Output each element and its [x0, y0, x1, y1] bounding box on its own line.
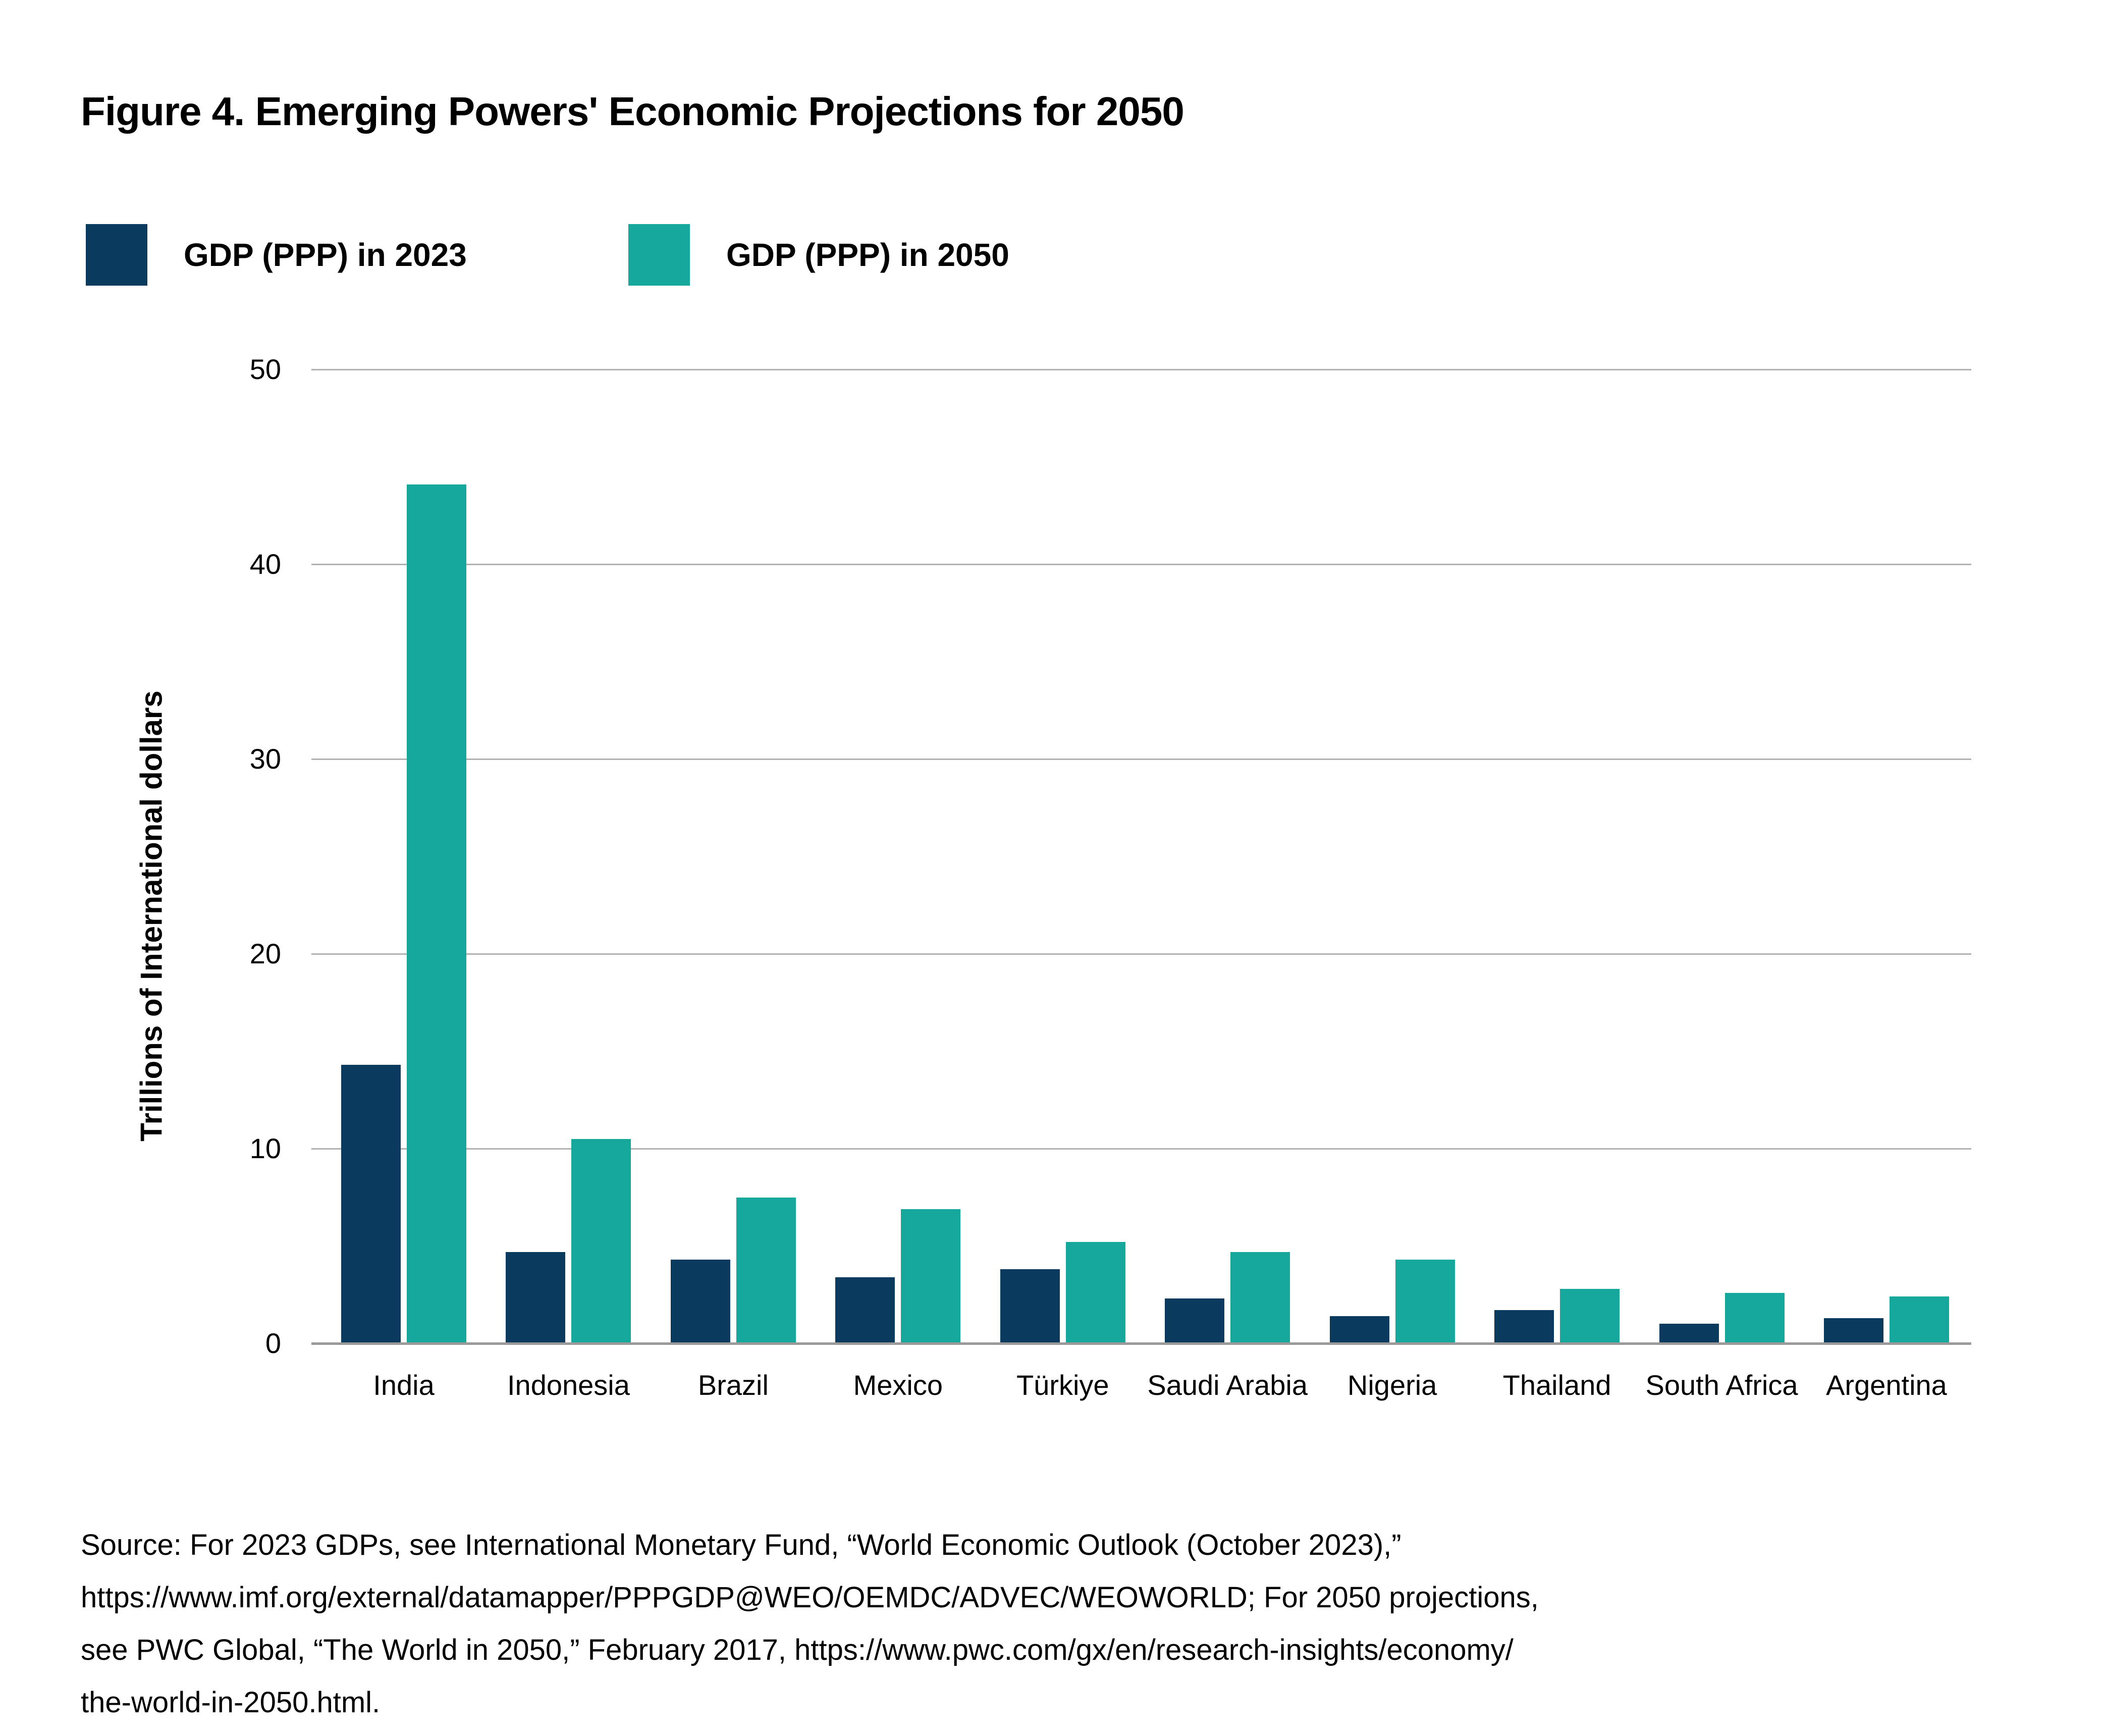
- y-axis-title: Trillions of International dollars: [134, 690, 169, 1142]
- x-label-brazil: Brazil: [697, 1369, 769, 1401]
- bar-türkiye-2050: [1065, 1242, 1125, 1343]
- bar-argentina-2050: [1889, 1296, 1949, 1343]
- legend-swatch-2023: [86, 224, 147, 286]
- x-label-türkiye: Türkiye: [1016, 1369, 1109, 1401]
- source-line-4: the-world-in-2050.html.: [81, 1686, 381, 1719]
- x-label-mexico: Mexico: [853, 1369, 943, 1401]
- bar-argentina-2023: [1823, 1318, 1883, 1343]
- x-label-indonesia: Indonesia: [507, 1369, 630, 1401]
- gridline-10: [311, 1148, 1971, 1150]
- x-label-india: India: [373, 1369, 435, 1401]
- bar-india-2023: [341, 1065, 401, 1343]
- bar-south-africa-2023: [1659, 1324, 1719, 1343]
- y-tick-label-10: 10: [249, 1132, 281, 1164]
- x-axis-baseline: [311, 1342, 1971, 1345]
- source-line-1: Source: For 2023 GDPs, see International…: [81, 1529, 1401, 1561]
- bar-thailand-2050: [1560, 1288, 1620, 1343]
- bar-brazil-2023: [670, 1260, 730, 1343]
- y-tick-label-0: 0: [265, 1327, 281, 1359]
- bar-mexico-2023: [835, 1277, 895, 1343]
- x-label-saudi-arabia: Saudi Arabia: [1147, 1369, 1308, 1401]
- figure-title: Figure 4. Emerging Powers' Economic Proj…: [81, 89, 1184, 134]
- bar-india-2050: [407, 484, 466, 1343]
- bar-brazil-2050: [736, 1197, 796, 1343]
- gridline-40: [311, 564, 1971, 565]
- legend-label-2050: GDP (PPP) in 2050: [726, 237, 1009, 273]
- bar-nigeria-2023: [1329, 1316, 1389, 1343]
- y-tick-label-50: 50: [249, 353, 281, 385]
- legend-item-2050: GDP (PPP) in 2050: [628, 224, 1009, 286]
- source-line-2: https://www.imf.org/external/datamapper/…: [81, 1581, 1539, 1614]
- bar-south-africa-2050: [1724, 1292, 1785, 1343]
- bar-indonesia-2023: [506, 1252, 566, 1343]
- x-label-south-africa: South Africa: [1645, 1369, 1798, 1401]
- legend-swatch-2050: [628, 224, 690, 286]
- source-line-3: see PWC Global, “The World in 2050,” Feb…: [81, 1634, 1514, 1666]
- bar-saudi-arabia-2023: [1165, 1298, 1225, 1343]
- bar-türkiye-2023: [1000, 1269, 1060, 1343]
- gridline-20: [311, 953, 1971, 955]
- y-tick-label-40: 40: [249, 548, 281, 580]
- source-note: Source: For 2023 GDPs, see International…: [81, 1519, 1539, 1729]
- x-label-nigeria: Nigeria: [1347, 1369, 1437, 1401]
- bar-saudi-arabia-2050: [1230, 1252, 1290, 1343]
- y-axis-title-wrap: Trillions of International dollars: [121, 593, 182, 1239]
- gridline-30: [311, 758, 1971, 760]
- x-label-thailand: Thailand: [1502, 1369, 1611, 1401]
- bar-nigeria-2050: [1395, 1260, 1455, 1343]
- x-label-argentina: Argentina: [1826, 1369, 1947, 1401]
- y-tick-label-20: 20: [249, 938, 281, 969]
- bar-thailand-2023: [1494, 1310, 1554, 1343]
- plot-area: [311, 369, 1971, 1345]
- legend-label-2023: GDP (PPP) in 2023: [184, 237, 467, 273]
- bar-indonesia-2050: [571, 1138, 631, 1343]
- gridline-50: [311, 369, 1971, 370]
- bar-mexico-2050: [901, 1209, 961, 1343]
- y-tick-label-30: 30: [249, 743, 281, 775]
- legend-item-2023: GDP (PPP) in 2023: [86, 224, 467, 286]
